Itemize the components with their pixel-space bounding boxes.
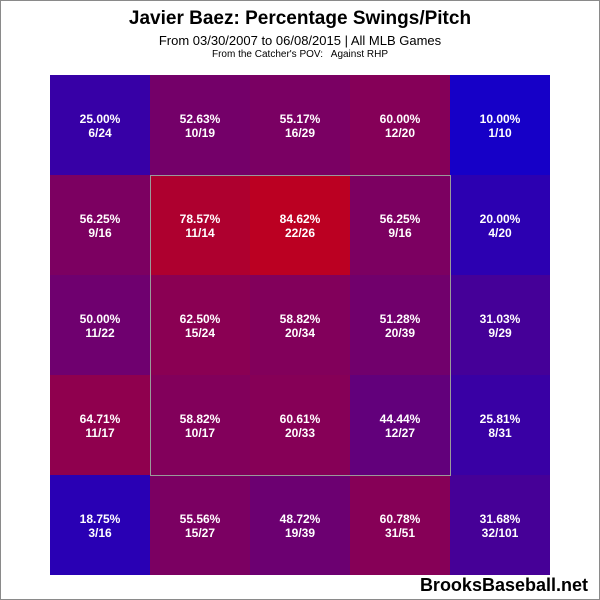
cell-count-label: 15/27: [185, 526, 215, 540]
cell-count-label: 4/20: [488, 226, 512, 240]
cell-count-label: 32/101: [482, 526, 519, 540]
cell-percentage-label: 50.00%: [80, 312, 121, 326]
heatmap-cell: [150, 75, 250, 175]
heatmap-cell: [50, 275, 150, 375]
heatmap-cell: [50, 475, 150, 575]
heatmap-cell: [350, 175, 450, 275]
cell-count-label: 9/16: [388, 226, 412, 240]
heatmap-cell: [350, 75, 450, 175]
cell-count-label: 16/29: [285, 126, 315, 140]
heatmap-cell: [150, 475, 250, 575]
cell-percentage-label: 20.00%: [480, 212, 521, 226]
heatmap-cell: [250, 475, 350, 575]
heatmap-cell: [150, 375, 250, 475]
heatmap-cell: [250, 375, 350, 475]
heatmap-cell: [250, 75, 350, 175]
heatmap-cell: [450, 75, 550, 175]
cell-count-label: 11/22: [85, 326, 115, 340]
cell-percentage-label: 60.61%: [280, 412, 321, 426]
cell-percentage-label: 55.56%: [180, 512, 221, 526]
cell-percentage-label: 48.72%: [280, 512, 321, 526]
cell-count-label: 12/27: [385, 426, 415, 440]
heatmap-cell: [350, 475, 450, 575]
cell-count-label: 12/20: [385, 126, 415, 140]
cell-count-label: 19/39: [285, 526, 315, 540]
heatmap-cell: [150, 175, 250, 275]
cell-percentage-label: 44.44%: [380, 412, 421, 426]
cell-count-label: 20/39: [385, 326, 415, 340]
heatmap-cell: [350, 375, 450, 475]
cell-count-label: 10/19: [185, 126, 215, 140]
heatmap-cell: [350, 275, 450, 375]
cell-percentage-label: 64.71%: [80, 412, 121, 426]
cell-percentage-label: 58.82%: [180, 412, 221, 426]
cell-percentage-label: 31.68%: [480, 512, 521, 526]
cell-count-label: 10/17: [185, 426, 215, 440]
cell-percentage-label: 25.00%: [80, 112, 121, 126]
cell-count-label: 9/16: [88, 226, 112, 240]
cell-count-label: 1/10: [488, 126, 512, 140]
cell-count-label: 20/34: [285, 326, 315, 340]
cell-count-label: 9/29: [488, 326, 512, 340]
cell-percentage-label: 25.81%: [480, 412, 521, 426]
chart-subtitle: From 03/30/2007 to 06/08/2015 | All MLB …: [158, 33, 442, 48]
heatmap-cell: [450, 175, 550, 275]
cell-percentage-label: 18.75%: [80, 512, 121, 526]
chart-note: From the Catcher's POV: Against RHP: [211, 49, 389, 60]
heatmap-cell: [150, 275, 250, 375]
cell-count-label: 3/16: [88, 526, 112, 540]
strike-zone-outline: [150, 175, 451, 476]
cell-count-label: 11/14: [185, 226, 215, 240]
heatmap-cell: [250, 175, 350, 275]
cell-percentage-label: 55.17%: [280, 112, 321, 126]
brand-watermark: BrooksBaseball.net: [419, 575, 588, 595]
chart-title: Javier Baez: Percentage Swings/Pitch: [128, 8, 472, 29]
heatmap-cell: [450, 475, 550, 575]
cell-percentage-label: 84.62%: [280, 212, 321, 226]
cell-percentage-label: 56.25%: [380, 212, 421, 226]
heatmap-cell: [450, 275, 550, 375]
cell-percentage-label: 51.28%: [380, 312, 421, 326]
cell-count-label: 8/31: [488, 426, 512, 440]
cell-percentage-label: 60.78%: [380, 512, 421, 526]
cell-percentage-label: 78.57%: [180, 212, 221, 226]
cell-count-label: 6/24: [88, 126, 112, 140]
heatmap-cell: [250, 275, 350, 375]
heatmap-cell: [50, 175, 150, 275]
cell-count-label: 20/33: [285, 426, 315, 440]
cell-percentage-label: 60.00%: [380, 112, 421, 126]
cell-percentage-label: 31.03%: [480, 312, 521, 326]
heatmap-cell: [50, 375, 150, 475]
cell-percentage-label: 56.25%: [80, 212, 121, 226]
cell-count-label: 11/17: [85, 426, 115, 440]
heatmap-cell: [450, 375, 550, 475]
heatmap-cell: [50, 75, 150, 175]
cell-percentage-label: 10.00%: [480, 112, 521, 126]
cell-percentage-label: 62.50%: [180, 312, 221, 326]
cell-percentage-label: 52.63%: [180, 112, 221, 126]
cell-count-label: 31/51: [385, 526, 415, 540]
cell-count-label: 15/24: [185, 326, 215, 340]
cell-percentage-label: 58.82%: [280, 312, 321, 326]
cell-count-label: 22/26: [285, 226, 315, 240]
